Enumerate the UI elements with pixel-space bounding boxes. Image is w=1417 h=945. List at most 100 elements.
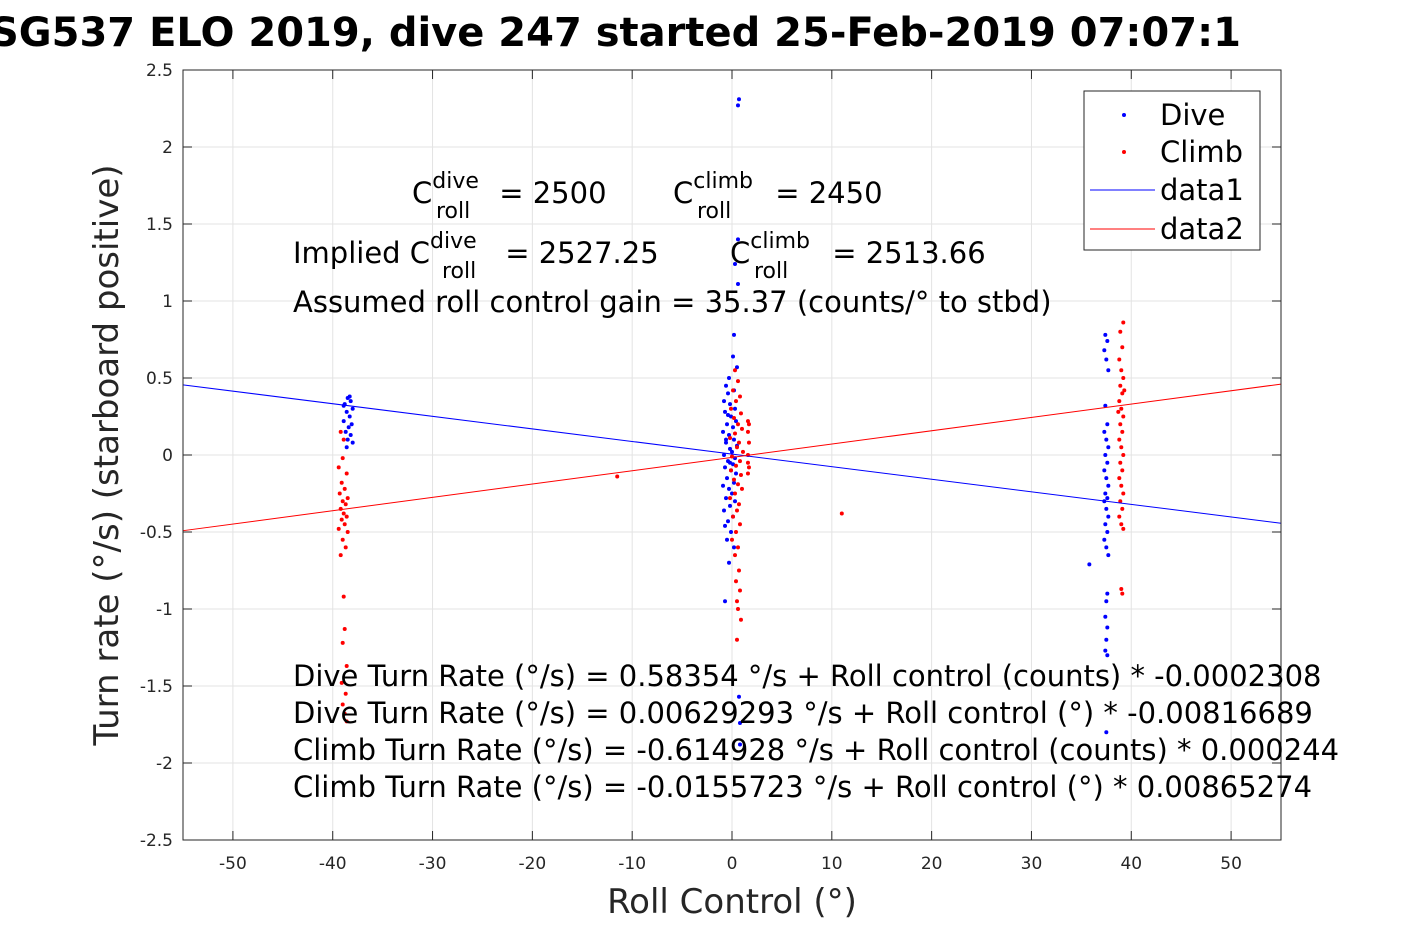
point-dive [732, 499, 737, 504]
point-dive [1104, 357, 1109, 362]
y-tick-label: -2 [156, 754, 173, 774]
chart-title: SG537 ELO 2019, dive 247 started 25-Feb-… [0, 10, 1241, 56]
point-climb [339, 680, 344, 685]
point-climb [746, 422, 751, 427]
point-climb [1121, 320, 1126, 325]
legend-marker-climb [1122, 150, 1126, 154]
point-climb [1118, 329, 1123, 334]
point-dive [727, 560, 732, 565]
point-dive [723, 409, 728, 414]
point-climb [1116, 409, 1121, 414]
point-dive [733, 471, 738, 476]
legend-label-climb: Climb [1160, 135, 1243, 169]
point-climb [1117, 399, 1122, 404]
point-climb [736, 502, 741, 507]
point-climb [342, 627, 347, 632]
point-climb [734, 637, 739, 642]
x-axis-label: Roll Control (°) [607, 882, 857, 922]
point-dive [1104, 506, 1109, 511]
point-climb [340, 537, 345, 542]
point-dive [736, 694, 741, 699]
y-tick-label: 1 [162, 292, 173, 312]
point-dive [735, 103, 740, 108]
point-climb [344, 471, 349, 476]
y-tick-label: -2.5 [140, 831, 173, 851]
point-climb [1117, 357, 1122, 362]
point-dive [1104, 730, 1109, 735]
point-dive [732, 406, 737, 411]
point-dive [730, 425, 735, 430]
point-dive [730, 462, 735, 467]
point-dive [343, 429, 348, 434]
point-dive [1103, 453, 1108, 457]
point-dive [1103, 403, 1108, 408]
point-climb [1120, 591, 1125, 596]
point-climb [736, 568, 741, 573]
point-dive [725, 422, 730, 427]
point-climb [728, 436, 733, 441]
point-dive [350, 406, 355, 411]
point-climb [1121, 376, 1126, 380]
point-dive [731, 437, 736, 442]
point-dive [344, 445, 349, 450]
x-tick-label: 10 [821, 854, 843, 874]
point-dive [1106, 514, 1111, 519]
annotation-eq-climb-counts: Climb Turn Rate (°/s) = -0.614928 °/s + … [293, 733, 1339, 767]
point-dive [1104, 545, 1109, 550]
point-climb [342, 711, 347, 716]
point-dive [1106, 445, 1111, 450]
point-climb [343, 691, 348, 696]
point-climb [735, 482, 740, 487]
x-tick-label: 40 [1120, 854, 1142, 874]
point-climb [728, 496, 733, 501]
point-climb [1121, 414, 1126, 419]
point-climb [343, 545, 348, 550]
point-climb [733, 579, 738, 584]
point-dive [726, 391, 731, 396]
point-climb [729, 468, 734, 473]
point-climb [341, 511, 346, 516]
point-climb [733, 530, 738, 534]
y-tick-label: 0 [162, 446, 173, 466]
legend-marker-dive [1122, 113, 1126, 117]
point-dive [723, 523, 728, 528]
point-climb [736, 440, 741, 445]
point-climb [340, 702, 345, 707]
point-climb [339, 517, 344, 522]
point-climb [739, 486, 744, 491]
point-climb [732, 553, 737, 558]
x-tick-label: 0 [727, 854, 738, 874]
point-climb [344, 719, 349, 724]
point-dive [1106, 368, 1111, 373]
legend-label-data2: data2 [1160, 212, 1244, 246]
point-dive [737, 742, 742, 747]
point-dive [349, 422, 354, 427]
point-dive [730, 491, 734, 496]
point-dive [728, 460, 733, 465]
point-dive [727, 376, 732, 380]
point-climb [746, 440, 751, 445]
point-climb [1120, 506, 1125, 511]
y-tick-label: -1 [156, 600, 173, 620]
point-climb [1120, 468, 1125, 473]
point-dive [728, 503, 733, 508]
x-tick-label: -30 [419, 854, 447, 874]
point-dive [723, 465, 728, 470]
point-climb [1118, 499, 1123, 504]
point-dive [736, 97, 741, 102]
point-dive [727, 486, 732, 491]
point-climb [732, 491, 737, 496]
point-climb [344, 663, 349, 668]
annotation-implied-dive: Implied Cdive roll = 2527.25 [293, 229, 659, 284]
point-dive [1106, 483, 1111, 488]
legend-label-data1: data1 [1160, 173, 1244, 207]
x-tick-label: -50 [219, 854, 247, 874]
point-climb [345, 496, 350, 501]
point-climb [1121, 526, 1126, 531]
point-climb [738, 617, 743, 622]
point-climb [731, 416, 736, 421]
point-climb [735, 607, 740, 611]
point-climb [340, 499, 345, 504]
legend-box [1083, 90, 1261, 251]
point-dive [1105, 625, 1110, 630]
